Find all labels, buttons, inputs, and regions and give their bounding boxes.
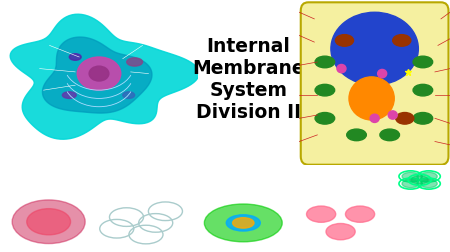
Ellipse shape <box>306 206 336 223</box>
Ellipse shape <box>413 85 432 97</box>
Ellipse shape <box>402 180 419 188</box>
Ellipse shape <box>413 113 432 125</box>
Ellipse shape <box>233 218 254 228</box>
Polygon shape <box>42 38 152 114</box>
Ellipse shape <box>420 180 437 188</box>
Ellipse shape <box>63 92 76 99</box>
Ellipse shape <box>315 113 335 125</box>
Ellipse shape <box>402 173 419 181</box>
Text: Eukaryote Animal Cell: Eukaryote Animal Cell <box>64 148 134 153</box>
Ellipse shape <box>413 57 432 69</box>
Ellipse shape <box>226 215 260 231</box>
Ellipse shape <box>204 204 282 242</box>
Ellipse shape <box>411 176 428 184</box>
FancyBboxPatch shape <box>301 3 449 165</box>
Ellipse shape <box>331 13 418 86</box>
Ellipse shape <box>127 59 143 67</box>
Ellipse shape <box>347 130 366 141</box>
Ellipse shape <box>123 92 135 99</box>
Ellipse shape <box>12 200 85 244</box>
Ellipse shape <box>378 70 387 78</box>
Text: Internal
Membrane
System
Division II: Internal Membrane System Division II <box>192 37 305 121</box>
Ellipse shape <box>89 67 109 82</box>
Ellipse shape <box>388 111 397 120</box>
Ellipse shape <box>420 173 437 181</box>
Ellipse shape <box>337 65 346 73</box>
Polygon shape <box>10 15 199 140</box>
Ellipse shape <box>393 36 411 47</box>
Ellipse shape <box>370 115 379 123</box>
Ellipse shape <box>326 224 355 240</box>
Ellipse shape <box>315 57 335 69</box>
Ellipse shape <box>396 113 414 125</box>
Ellipse shape <box>380 130 400 141</box>
Ellipse shape <box>69 54 81 61</box>
Ellipse shape <box>77 58 121 91</box>
Ellipse shape <box>346 206 375 223</box>
Ellipse shape <box>335 36 354 47</box>
Text: By Ann,  Alex W.,  Alex O.,  and Taylor: By Ann, Alex W., Alex O., and Taylor <box>12 173 307 186</box>
Ellipse shape <box>27 209 71 235</box>
Ellipse shape <box>349 78 394 120</box>
Ellipse shape <box>315 85 335 97</box>
